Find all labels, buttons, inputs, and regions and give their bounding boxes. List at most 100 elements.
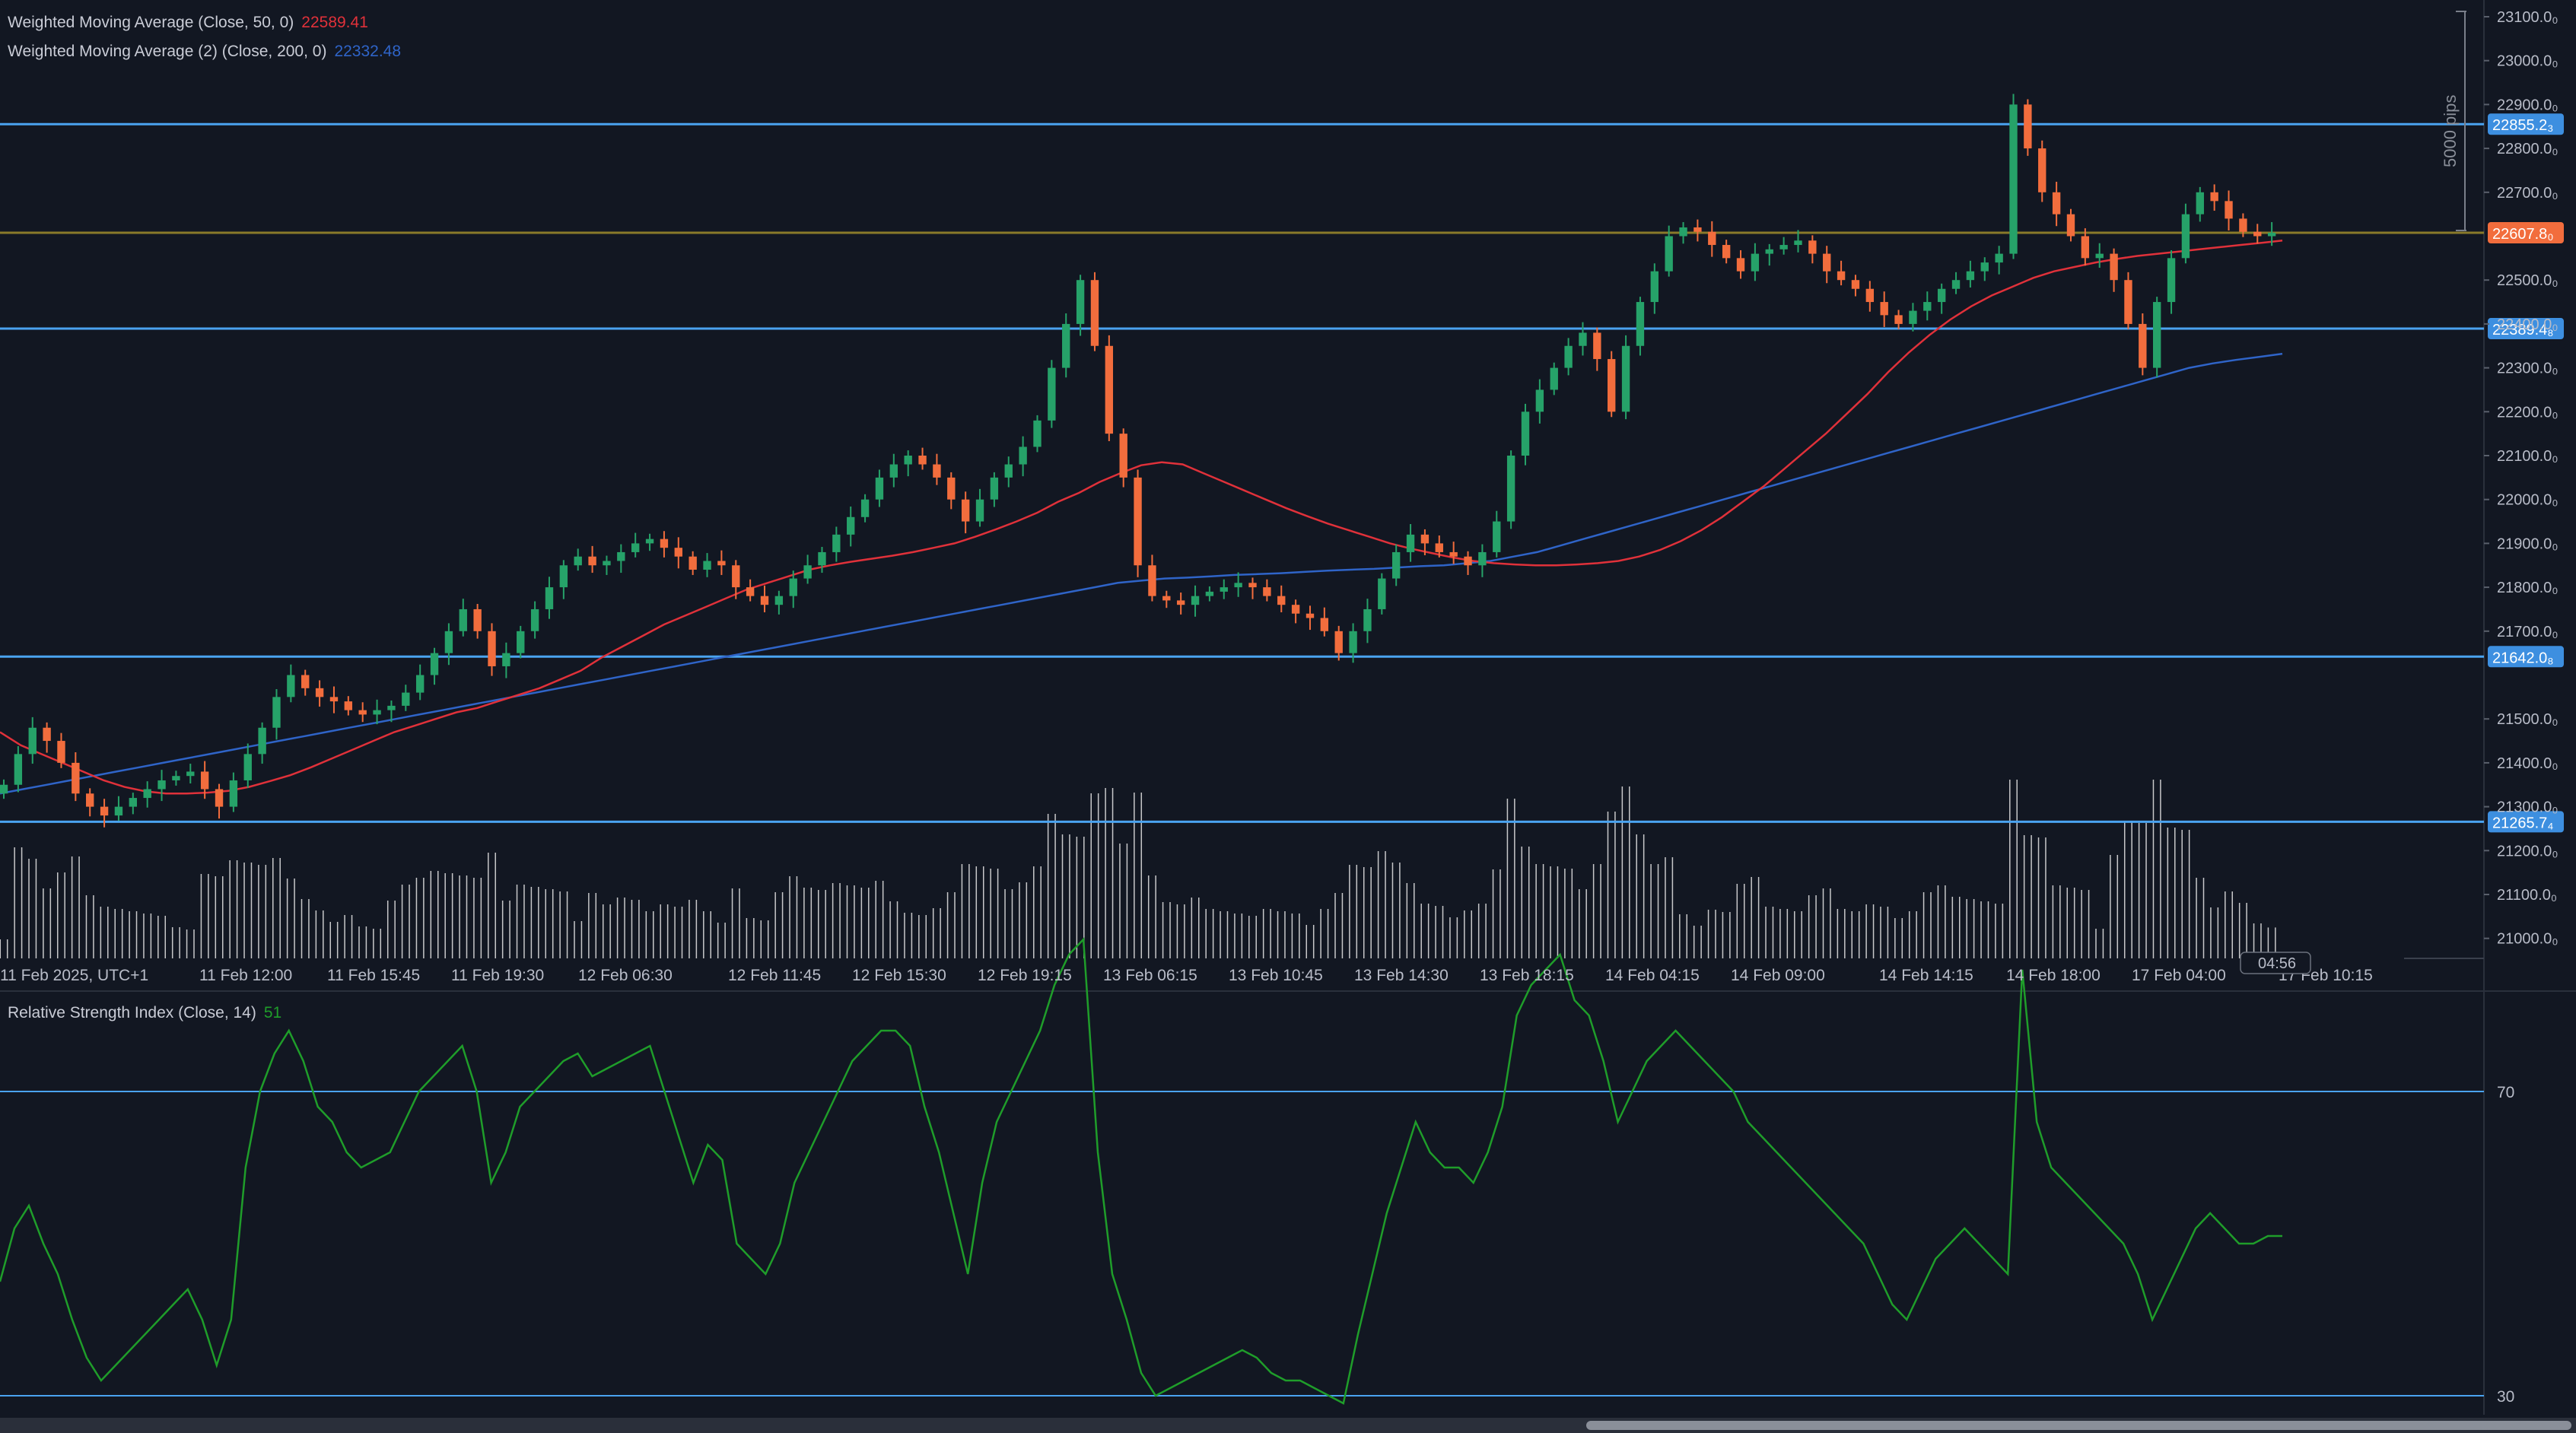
candle-body	[459, 608, 467, 631]
candle-body	[0, 784, 8, 794]
candle-body	[1535, 389, 1544, 412]
candle-body	[918, 456, 927, 465]
time-tick-label: 14 Feb 04:15	[1605, 967, 1700, 984]
candle-body	[1378, 578, 1386, 609]
candle-body	[746, 587, 755, 596]
candle-body	[1234, 583, 1242, 588]
price-tick-label: 21200.0₀	[2497, 843, 2559, 859]
candle-body	[2153, 302, 2161, 368]
legend-wma200-label: Weighted Moving Average (2) (Close, 200,…	[8, 43, 327, 60]
candle-body	[1794, 240, 1802, 246]
candle-body	[1004, 464, 1013, 478]
candle-body	[1191, 596, 1200, 605]
rsi-tick-label: 70	[2497, 1084, 2514, 1101]
candle-body	[1722, 245, 1731, 259]
candle-body	[631, 543, 640, 552]
candle-body	[1808, 240, 1817, 254]
candle-body	[14, 754, 23, 785]
candle-body	[2009, 104, 2018, 254]
price-tick-label: 23000.0₀	[2497, 53, 2559, 70]
candle-body	[2024, 104, 2032, 149]
time-tick-label: 12 Feb 19:15	[978, 967, 1072, 984]
horizontal-scrollbar[interactable]	[0, 1418, 2576, 1433]
candle-body	[344, 701, 353, 710]
time-tick-label: 13 Feb 10:45	[1229, 967, 1323, 984]
candle-body	[559, 565, 568, 588]
scrollbar-thumb[interactable]	[1586, 1421, 2571, 1430]
candle-body	[2253, 231, 2262, 237]
candle-body	[172, 776, 180, 780]
candle-body	[1048, 367, 1056, 421]
candle-body	[1851, 280, 1860, 289]
candle-body	[43, 727, 51, 742]
candle-body	[100, 806, 109, 816]
candle-body	[732, 565, 740, 588]
price-axis[interactable]: 23100.0₀ 23000.0₀ 22900.0₀ 22800.0₀ 22700.0₀…	[2484, 9, 2559, 948]
time-tick-label: 14 Feb 14:15	[1879, 967, 1973, 984]
candle-body	[243, 754, 252, 780]
candle-body	[1033, 420, 1042, 447]
candle-body	[588, 556, 596, 566]
rsi-panel: 70 30	[0, 937, 2514, 1406]
candle-body	[430, 653, 439, 675]
price-tick-label: 21700.0₀	[2497, 624, 2559, 640]
rsi-line	[0, 937, 2282, 1405]
candle-body	[947, 477, 956, 500]
legend-rsi[interactable]: Relative Strength Index (Close, 14) 51	[8, 1004, 281, 1022]
price-tick-label: 21100.0₀	[2497, 887, 2557, 904]
candle-body	[1550, 367, 1558, 390]
candle-body	[2095, 253, 2104, 259]
moving-averages	[0, 240, 2283, 795]
candle-body	[1951, 280, 1961, 289]
current-price-badge-text: 22607.8₀	[2492, 226, 2554, 243]
candle-body	[1995, 253, 2003, 263]
candle-body	[2267, 232, 2276, 237]
candle-body	[1220, 587, 1228, 592]
price-tick-label: 22100.0₀	[2497, 448, 2559, 465]
level-badge	[2488, 646, 2564, 668]
candle-body	[1923, 302, 1932, 311]
candle-body	[373, 710, 381, 715]
candle-body	[329, 697, 339, 702]
price-tick-label: 22900.0₀	[2497, 97, 2559, 113]
candle-body	[517, 631, 525, 653]
candle-body	[186, 771, 195, 777]
candle-body	[645, 539, 654, 544]
candle-body	[1406, 534, 1415, 552]
time-tick-label: 11 Feb 15:45	[327, 967, 420, 984]
candle-body	[1708, 231, 1716, 246]
candle-body	[1679, 227, 1687, 237]
wma50-line	[0, 240, 2283, 795]
candle-body	[1435, 543, 1443, 552]
time-tick-label: 11 Feb 19:30	[451, 967, 544, 984]
candle-body	[1608, 359, 1616, 412]
candle-body	[1162, 596, 1171, 601]
legend-rsi-label: Relative Strength Index (Close, 14)	[8, 1004, 256, 1022]
price-tick-label: 22300.0₀	[2497, 361, 2559, 377]
candle-body	[1105, 345, 1114, 434]
legend-wma200[interactable]: Weighted Moving Average (2) (Close, 200,…	[8, 43, 401, 61]
legend-wma50[interactable]: Weighted Moving Average (Close, 50, 0) 22…	[8, 14, 368, 32]
candle-body	[2052, 192, 2061, 214]
candle-body	[287, 675, 295, 697]
level-badge	[2488, 318, 2564, 340]
candle-body	[1823, 253, 1831, 272]
time-tick-label: 11 Feb 2025, UTC+1	[0, 967, 148, 984]
candle-body	[315, 688, 324, 697]
time-axis[interactable]: 11 Feb 2025, UTC+1 11 Feb 12:00 11 Feb 15:…	[0, 952, 2373, 984]
candle-body	[1880, 302, 1888, 316]
candle-body	[660, 539, 669, 548]
legend-wma50-value: 22589.41	[301, 14, 368, 31]
level-badge-text: 21265.7₄	[2492, 815, 2553, 831]
candle-body	[674, 548, 682, 557]
candle-body	[1263, 587, 1271, 596]
candle-body	[2081, 236, 2090, 259]
horizontal-levels[interactable]: 22855.2₃ 22389.4₈ 21642.0₈ 21265.7₄ 22607.8₀	[0, 113, 2564, 833]
candle-body	[1363, 608, 1372, 631]
volume-bars	[0, 780, 2484, 959]
candle-body	[1019, 446, 1027, 465]
candle-body	[860, 499, 870, 517]
candle-body	[1478, 551, 1487, 566]
candle-body	[1420, 534, 1430, 544]
